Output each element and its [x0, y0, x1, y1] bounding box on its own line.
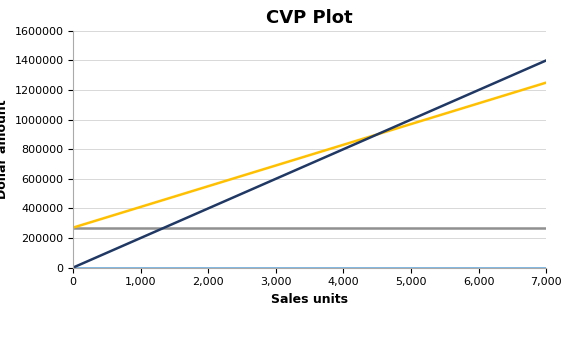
X-axis label: Sales units: Sales units — [271, 293, 348, 306]
Y-axis label: Dollar amount: Dollar amount — [0, 99, 9, 199]
Title: CVP Plot: CVP Plot — [266, 9, 353, 26]
